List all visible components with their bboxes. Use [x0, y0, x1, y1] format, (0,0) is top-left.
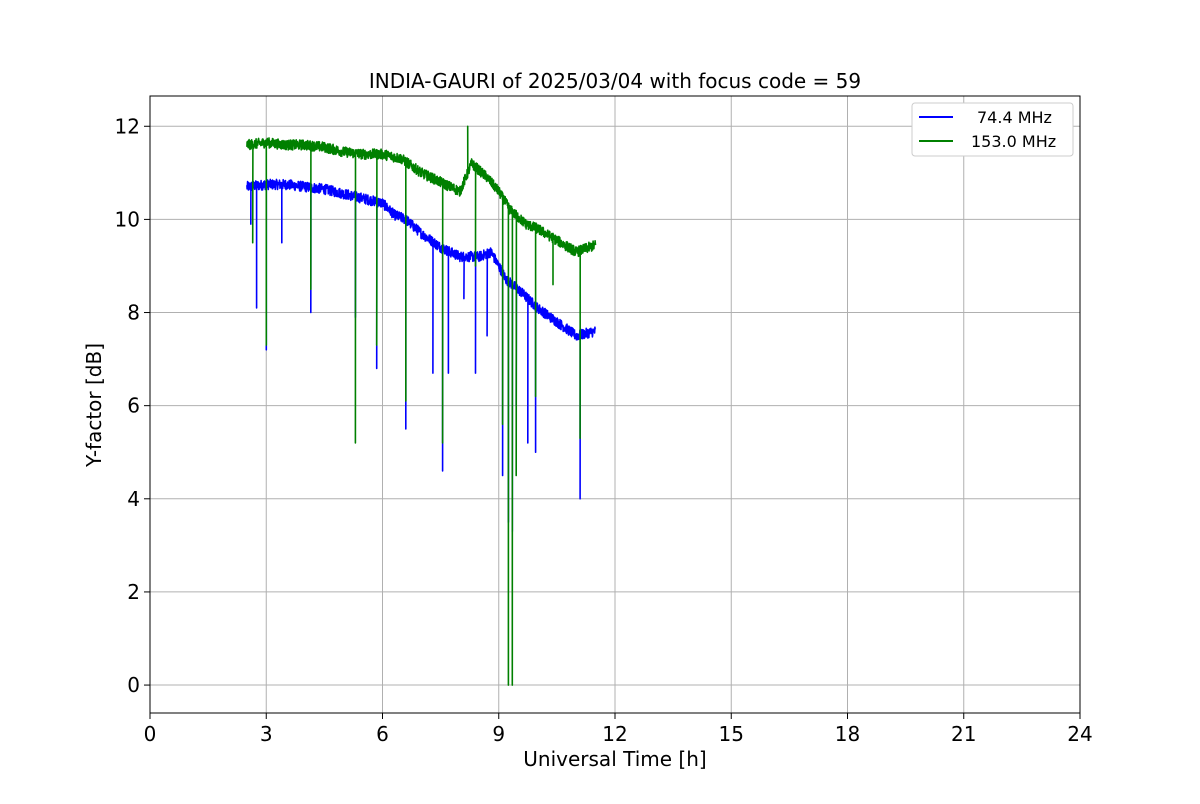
y-axis-label: Y-factor [dB] — [82, 343, 106, 468]
y-tick-label: 8 — [127, 301, 140, 325]
x-tick-label: 24 — [1067, 722, 1092, 746]
x-tick-label: 3 — [260, 722, 273, 746]
x-tick-label: 9 — [492, 722, 505, 746]
x-tick-label: 21 — [951, 722, 976, 746]
chart-title: INDIA-GAURI of 2025/03/04 with focus cod… — [369, 69, 861, 93]
y-tick-label: 4 — [127, 487, 140, 511]
x-tick-label: 6 — [376, 722, 389, 746]
legend-label-74-4-mhz: 74.4 MHz — [977, 108, 1052, 127]
x-tick-label: 18 — [835, 722, 860, 746]
y-tick-label: 2 — [127, 580, 140, 604]
y-tick-label: 12 — [115, 114, 140, 138]
series-lines — [246, 125, 597, 686]
x-tick-label: 0 — [144, 722, 157, 746]
y-tick-label: 0 — [127, 673, 140, 697]
x-tick-label: 15 — [719, 722, 744, 746]
legend: 74.4 MHz 153.0 MHz — [911, 102, 1074, 157]
series-line-153-0-mhz — [246, 125, 597, 686]
x-tick-label: 12 — [602, 722, 627, 746]
y-tick-label: 10 — [115, 207, 140, 231]
legend-label-153-0-mhz: 153.0 MHz — [971, 132, 1056, 151]
x-axis-label: Universal Time [h] — [523, 747, 706, 771]
y-tick-label: 6 — [127, 394, 140, 418]
